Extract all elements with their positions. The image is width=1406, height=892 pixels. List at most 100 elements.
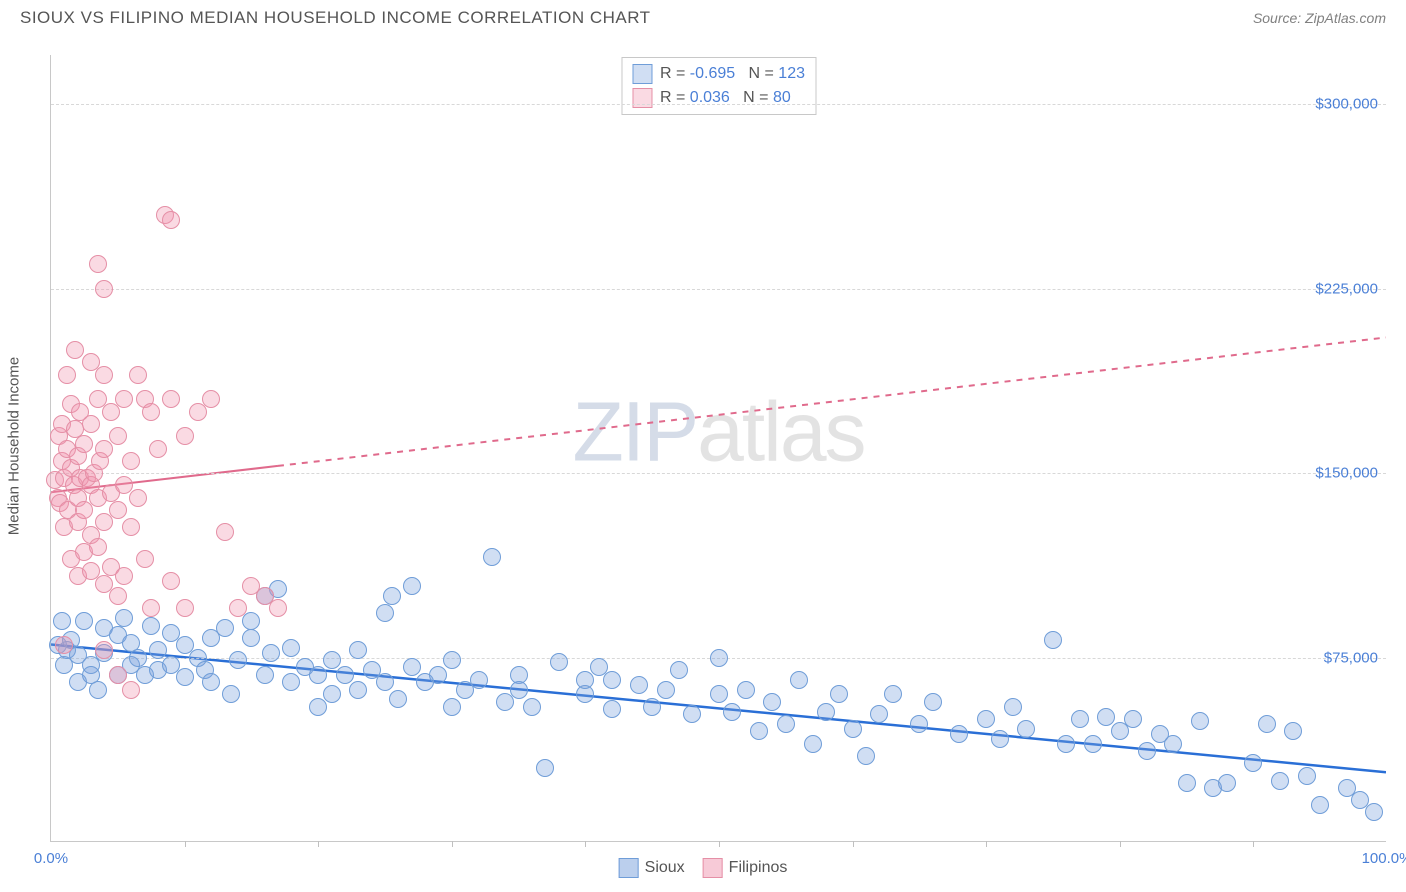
data-point xyxy=(66,341,84,359)
data-point xyxy=(1218,774,1236,792)
data-point xyxy=(75,612,93,630)
watermark: ZIPatlas xyxy=(572,384,864,481)
data-point xyxy=(95,366,113,384)
data-point xyxy=(122,681,140,699)
gridline xyxy=(51,289,1386,290)
x-tick xyxy=(585,841,586,847)
data-point xyxy=(750,722,768,740)
data-point xyxy=(910,715,928,733)
data-point xyxy=(383,587,401,605)
correlation-legend: R = -0.695 N = 123R = 0.036 N = 80 xyxy=(621,57,816,115)
data-point xyxy=(1311,796,1329,814)
trend-lines xyxy=(51,55,1386,841)
data-point xyxy=(1191,712,1209,730)
data-point xyxy=(149,440,167,458)
data-point xyxy=(349,641,367,659)
legend-swatch xyxy=(703,858,723,878)
data-point xyxy=(122,518,140,536)
x-tick xyxy=(185,841,186,847)
data-point xyxy=(817,703,835,721)
data-point xyxy=(804,735,822,753)
x-tick xyxy=(719,841,720,847)
x-tick xyxy=(318,841,319,847)
data-point xyxy=(977,710,995,728)
data-point xyxy=(109,666,127,684)
data-point xyxy=(89,681,107,699)
data-point xyxy=(389,690,407,708)
data-point xyxy=(323,685,341,703)
data-point xyxy=(82,415,100,433)
data-point xyxy=(1365,803,1383,821)
data-point xyxy=(443,651,461,669)
data-point xyxy=(991,730,1009,748)
data-point xyxy=(162,390,180,408)
data-point xyxy=(109,427,127,445)
source-attribution: Source: ZipAtlas.com xyxy=(1253,10,1386,26)
data-point xyxy=(403,658,421,676)
data-point xyxy=(884,685,902,703)
legend-label: Sioux xyxy=(645,859,685,877)
x-tick-label: 100.0% xyxy=(1362,850,1406,867)
data-point xyxy=(323,651,341,669)
data-point xyxy=(216,523,234,541)
data-point xyxy=(95,641,113,659)
legend-item: Filipinos xyxy=(703,858,788,878)
legend-item: Sioux xyxy=(619,858,685,878)
data-point xyxy=(1244,754,1262,772)
data-point xyxy=(924,693,942,711)
data-point xyxy=(630,676,648,694)
data-point xyxy=(142,599,160,617)
data-point xyxy=(603,700,621,718)
data-point xyxy=(309,666,327,684)
data-point xyxy=(523,698,541,716)
data-point xyxy=(737,681,755,699)
data-point xyxy=(1164,735,1182,753)
gridline xyxy=(51,473,1386,474)
legend-row: R = 0.036 N = 80 xyxy=(632,86,805,110)
x-tick xyxy=(986,841,987,847)
data-point xyxy=(1271,772,1289,790)
y-tick-label: $300,000 xyxy=(1315,96,1378,113)
data-point xyxy=(1138,742,1156,760)
data-point xyxy=(115,390,133,408)
data-point xyxy=(510,681,528,699)
data-point xyxy=(870,705,888,723)
data-point xyxy=(89,255,107,273)
data-point xyxy=(777,715,795,733)
data-point xyxy=(536,759,554,777)
data-point xyxy=(129,366,147,384)
data-point xyxy=(1017,720,1035,738)
x-tick xyxy=(1120,841,1121,847)
y-tick-label: $150,000 xyxy=(1315,465,1378,482)
data-point xyxy=(376,604,394,622)
data-point xyxy=(222,685,240,703)
legend-row: R = -0.695 N = 123 xyxy=(632,62,805,86)
data-point xyxy=(1178,774,1196,792)
data-point xyxy=(483,548,501,566)
data-point xyxy=(149,641,167,659)
data-point xyxy=(53,612,71,630)
series-legend: Sioux Filipinos xyxy=(619,858,788,878)
data-point xyxy=(162,572,180,590)
data-point xyxy=(122,452,140,470)
data-point xyxy=(115,609,133,627)
data-point xyxy=(763,693,781,711)
data-point xyxy=(1057,735,1075,753)
data-point xyxy=(256,666,274,684)
data-point xyxy=(376,673,394,691)
x-tick xyxy=(1253,841,1254,847)
data-point xyxy=(349,681,367,699)
data-point xyxy=(723,703,741,721)
legend-label: Filipinos xyxy=(729,859,788,877)
data-point xyxy=(75,435,93,453)
data-point xyxy=(282,673,300,691)
data-point xyxy=(162,211,180,229)
data-point xyxy=(670,661,688,679)
data-point xyxy=(603,671,621,689)
data-point xyxy=(229,651,247,669)
data-point xyxy=(643,698,661,716)
y-tick-label: $75,000 xyxy=(1324,649,1378,666)
x-tick-label: 0.0% xyxy=(34,850,68,867)
data-point xyxy=(710,685,728,703)
scatter-chart: ZIPatlas R = -0.695 N = 123R = 0.036 N =… xyxy=(50,55,1386,842)
